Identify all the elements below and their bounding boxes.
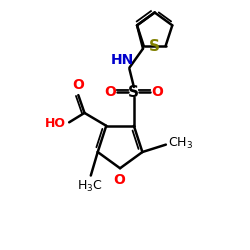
- Text: CH$_3$: CH$_3$: [168, 136, 193, 151]
- Text: O: O: [105, 86, 117, 100]
- Text: HO: HO: [44, 117, 66, 130]
- Text: S: S: [149, 38, 160, 54]
- Text: O: O: [151, 86, 163, 100]
- Text: HN: HN: [111, 53, 134, 67]
- Text: O: O: [72, 78, 84, 92]
- Text: O: O: [113, 173, 125, 187]
- Text: H$_3$C: H$_3$C: [77, 179, 102, 194]
- Text: S: S: [128, 85, 139, 100]
